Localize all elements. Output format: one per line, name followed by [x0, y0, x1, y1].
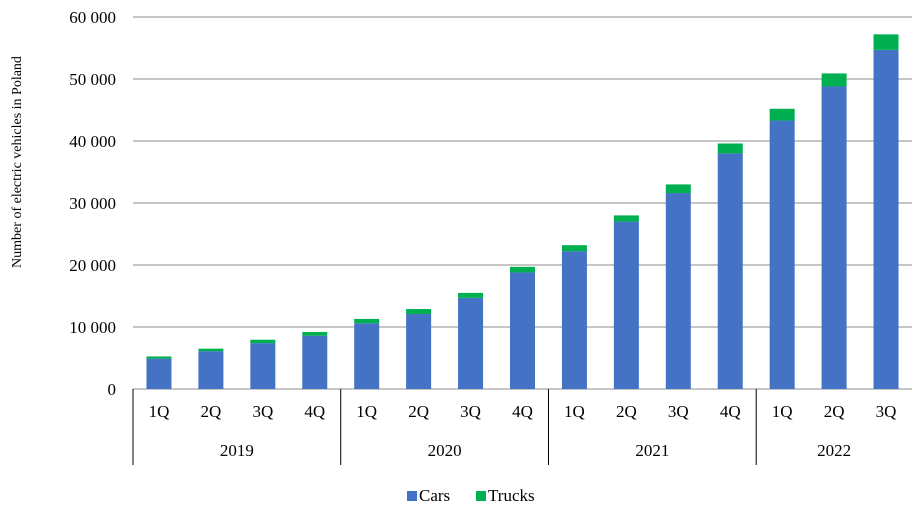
x-tick-label: 3Q: [460, 402, 481, 421]
bar-cars-5: [354, 323, 380, 389]
bar-cars-4: [302, 335, 328, 389]
bar-cars-2: [198, 351, 224, 389]
legend-label-cars: Cars: [419, 486, 450, 505]
x-tick-label: 1Q: [564, 402, 585, 421]
bar-cars-8: [510, 272, 535, 389]
bar-cars-1: [146, 358, 172, 389]
bar-trucks-15: [873, 34, 899, 50]
x-tick-label: 1Q: [356, 402, 377, 421]
y-axis-ticks: 0 10 000 20 000 30 000 40 000 50 000 60 000: [69, 8, 116, 399]
bar-trucks-9: [561, 245, 587, 252]
bar-trucks-13: [769, 108, 795, 121]
y-tick-label: 0: [108, 380, 117, 399]
bar-cars-13: [769, 120, 795, 389]
x-tick-label: 2Q: [408, 402, 429, 421]
bar-trucks-4: [302, 331, 328, 336]
bar-trucks-5: [354, 318, 380, 324]
y-tick-label: 50 000: [69, 70, 116, 89]
y-tick-label: 10 000: [69, 318, 116, 337]
x-tick-label: 4Q: [720, 402, 741, 421]
bar-trucks-3: [250, 339, 276, 344]
bar-cars-3: [250, 343, 276, 389]
x-tick-label: 4Q: [512, 402, 533, 421]
bar-cars-9: [561, 251, 587, 389]
y-tick-label: 40 000: [69, 132, 116, 151]
bar-trucks-1: [146, 356, 172, 359]
bar-cars-15: [873, 49, 899, 390]
bar-trucks-12: [717, 143, 743, 154]
bar-cars-11: [665, 193, 691, 389]
legend-swatch-cars: [407, 491, 417, 501]
bar-trucks-7: [458, 292, 484, 298]
x-group-label: 2019: [220, 441, 254, 460]
bar-cars-14: [821, 86, 847, 389]
bar-cars-7: [458, 297, 484, 389]
bar-cars-6: [406, 313, 432, 389]
legend-swatch-trucks: [476, 491, 486, 501]
bar-cars-10: [613, 221, 639, 389]
x-tick-label: 2Q: [616, 402, 637, 421]
x-tick-label: 2Q: [201, 402, 222, 421]
bar-trucks-10: [613, 215, 639, 222]
x-tick-label: 4Q: [304, 402, 325, 421]
bars: [146, 34, 899, 390]
y-axis-title: Number of electric vehicles in Poland: [10, 56, 25, 268]
x-group-label: 2021: [635, 441, 669, 460]
x-tick-label: 3Q: [252, 402, 273, 421]
x-tick-label: 3Q: [876, 402, 897, 421]
y-tick-label: 60 000: [69, 8, 116, 27]
x-tick-label: 3Q: [668, 402, 689, 421]
x-axis: 1Q 2Q 3Q 4Q 1Q 2Q 3Q 4Q 1Q 2Q 3Q 4Q 1Q 2Q 3Q 2019 2020 20…: [132, 389, 897, 465]
y-tick-label: 20 000: [69, 256, 116, 275]
x-group-label: 2020: [428, 441, 462, 460]
x-tick-label: 2Q: [824, 402, 845, 421]
legend: Cars Trucks: [407, 486, 535, 505]
gridlines: [133, 16, 912, 390]
y-tick-label: 30 000: [69, 194, 116, 213]
bar-cars-12: [717, 153, 743, 389]
x-group-label: 2022: [817, 441, 851, 460]
legend-label-trucks: Trucks: [488, 486, 535, 505]
bar-trucks-11: [665, 184, 691, 194]
x-tick-label: 1Q: [772, 402, 793, 421]
bar-trucks-14: [821, 73, 847, 87]
x-tick-label: 1Q: [149, 402, 170, 421]
bar-trucks-6: [406, 309, 432, 314]
bar-trucks-2: [198, 348, 224, 352]
bar-trucks-8: [510, 266, 535, 273]
